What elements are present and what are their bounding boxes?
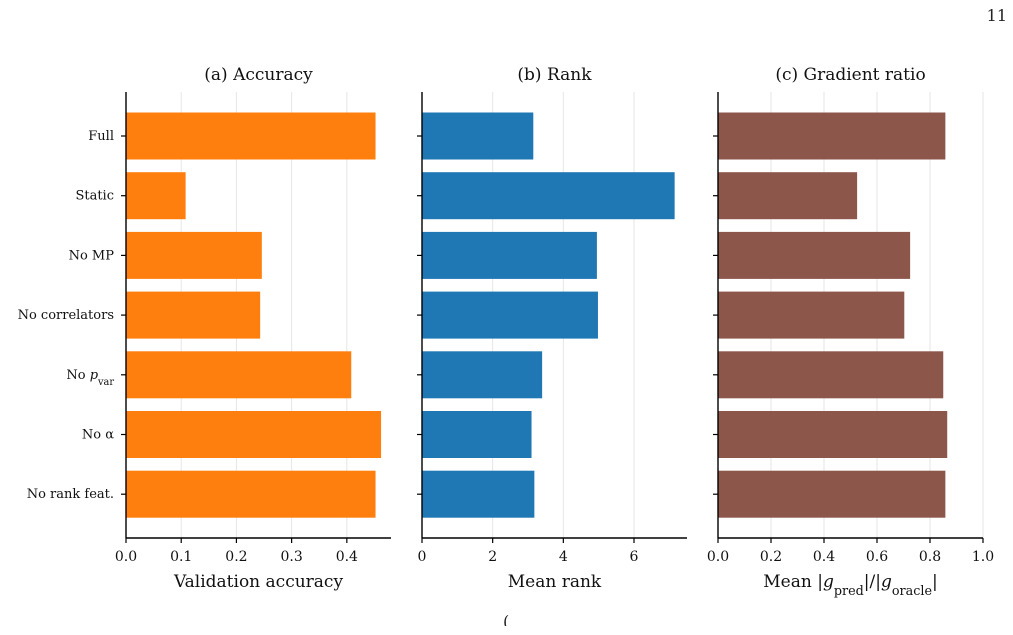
y-tick-label: Static: [75, 189, 114, 204]
bar-0-0: [126, 112, 376, 160]
y-tick-label: No pvar: [66, 368, 114, 388]
x-tick-label: 1.0: [972, 549, 994, 565]
x-tick-label: 6: [630, 549, 639, 565]
bar-1-6: [422, 470, 535, 518]
x-tick-label: 4: [559, 549, 568, 565]
bar-1-2: [422, 231, 597, 279]
bar-2-0: [718, 112, 946, 160]
bar-0-3: [126, 291, 261, 339]
x-tick-label: 0.3: [280, 549, 302, 565]
bar-1-0: [422, 112, 534, 160]
chart-title: (a) Accuracy: [204, 65, 313, 85]
bar-2-3: [718, 291, 905, 339]
bar-0-1: [126, 172, 186, 220]
bar-1-1: [422, 172, 675, 220]
y-tick-label: No α: [82, 428, 114, 443]
bar-0-6: [126, 470, 376, 518]
bar-2-6: [718, 470, 946, 518]
figure: Full Static No MP No correlators No pvar No α…: [18, 65, 995, 599]
x-tick-label: 0.4: [813, 549, 835, 565]
chart-panel-2: 0.0 0.2 0.4 0.6 0.8 1.0 (c) Gradient ratio Mean…: [707, 65, 994, 599]
bar-2-1: [718, 172, 858, 220]
bar-2-4: [718, 351, 944, 399]
bar-1-5: [422, 411, 532, 458]
x-axis-label: Validation accuracy: [173, 572, 344, 592]
y-tick-label: No MP: [69, 248, 115, 263]
bar-0-4: [126, 351, 352, 399]
x-tick-label: 0.6: [866, 549, 888, 565]
chart-title: (b) Rank: [517, 65, 592, 85]
x-tick-label: 0.4: [336, 549, 358, 565]
chart-title: (c) Gradient ratio: [775, 65, 925, 85]
x-tick-label: 0.2: [225, 549, 247, 565]
bar-1-4: [422, 351, 543, 399]
y-tick-label: Full: [88, 129, 114, 144]
x-tick-label: 0.0: [115, 549, 137, 565]
y-tick-label: No rank feat.: [27, 487, 114, 502]
x-axis-label: Mean rank: [508, 572, 602, 592]
x-tick-label: 0.1: [170, 549, 192, 565]
bar-0-5: [126, 411, 382, 458]
y-tick-label: No correlators: [18, 308, 114, 323]
chart-panel-1: 0 2 4 6 (b) Rank Mean rank: [417, 65, 687, 592]
chart-panel-0: Full Static No MP No correlators No pvar No α…: [18, 65, 391, 592]
x-tick-label: 0.8: [919, 549, 941, 565]
bar-0-2: [126, 231, 262, 279]
bar-1-3: [422, 291, 598, 339]
x-tick-label: 0.2: [760, 549, 782, 565]
bar-2-5: [718, 411, 948, 458]
x-tick-label: 0: [418, 549, 427, 565]
page-number: 11: [986, 6, 1007, 25]
caption-fragment: (: [503, 612, 510, 626]
x-tick-label: 0.0: [707, 549, 729, 565]
x-axis-label: Mean |gpred|/|goracle|: [763, 572, 938, 599]
x-tick-label: 2: [488, 549, 497, 565]
bar-2-2: [718, 231, 911, 279]
